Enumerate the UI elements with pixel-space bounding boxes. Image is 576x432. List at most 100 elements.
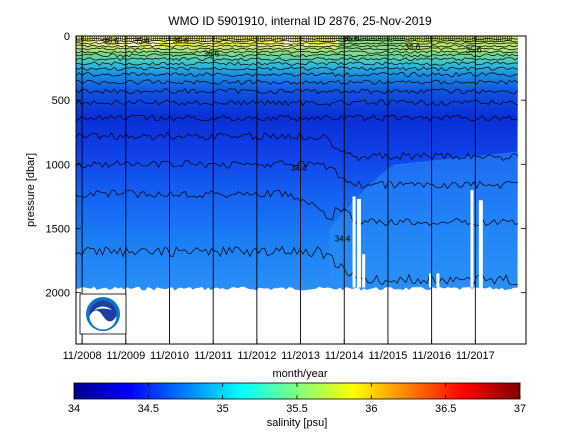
contour-label: 34.4 xyxy=(335,234,351,243)
x-tick-label: 11/2010 xyxy=(150,350,189,362)
contour-lines xyxy=(76,37,519,286)
data-gap xyxy=(518,36,526,344)
surface-patch xyxy=(332,36,337,50)
contour-label: 35.6 xyxy=(134,37,150,46)
contour-line xyxy=(76,114,519,123)
surface-patch xyxy=(244,36,249,45)
x-tick-label: 11/2011 xyxy=(194,350,232,362)
contour-line xyxy=(76,40,518,43)
y-tick-label: 0 xyxy=(64,31,70,43)
surface-patch xyxy=(108,36,113,47)
contour-line xyxy=(76,88,519,95)
colorbar-tick-label: 35.5 xyxy=(286,403,307,415)
surface-patch xyxy=(264,36,269,49)
x-axis-label: month/year xyxy=(272,368,327,380)
contour-label: 34.4 xyxy=(291,164,307,173)
surface-patch xyxy=(224,36,229,41)
colorbar-tick-label: 34.5 xyxy=(138,403,159,415)
contour-line xyxy=(76,72,518,77)
contour-line xyxy=(76,160,519,190)
x-tick-label: 11/2017 xyxy=(456,350,495,362)
x-tick-label: 11/2013 xyxy=(281,350,320,362)
surface-patch xyxy=(320,36,325,48)
surface-patch xyxy=(152,36,157,48)
contour-label: 35.6 xyxy=(343,34,359,43)
plot-frame xyxy=(75,35,527,345)
data-gap xyxy=(436,273,440,288)
contour-line xyxy=(76,53,519,58)
contour-line xyxy=(76,79,519,85)
colorbar-tick-label: 34 xyxy=(68,403,80,415)
surface-patch xyxy=(252,36,257,45)
surface-patch xyxy=(216,36,221,44)
surface-patch xyxy=(212,36,217,49)
surface-patch xyxy=(324,36,329,43)
surface-patch xyxy=(120,36,125,49)
data-gap xyxy=(352,196,356,288)
contour-line xyxy=(76,42,519,45)
surface-patch xyxy=(136,36,141,47)
data-gap xyxy=(478,200,483,288)
contour-label: 35.6 xyxy=(466,46,482,55)
data-gap xyxy=(356,198,361,288)
colorbar-ticks: 34 34.5 35 35.5 36 36.5 37 xyxy=(68,383,526,415)
y-tick-label: 2000 xyxy=(46,288,70,300)
contour-labels: 35.6 35.6 35.6 35.6 35.6 35.6 35.6 34.4 34.4 xyxy=(103,34,482,243)
noaa-logo-wave xyxy=(89,310,117,330)
surface-patch xyxy=(228,36,233,45)
surface-patch xyxy=(160,36,165,49)
surface-patch xyxy=(172,36,177,47)
surface-patch xyxy=(112,36,117,50)
x-tick-label: 11/2012 xyxy=(237,350,276,362)
y-tick-label: 1500 xyxy=(46,224,70,236)
surface-patch xyxy=(76,36,81,41)
y-axis-label: pressure [dbar] xyxy=(25,153,37,227)
contour-line xyxy=(76,66,519,72)
colorbar-tick-label: 36 xyxy=(365,403,377,415)
contour-line xyxy=(76,61,519,66)
contour-line xyxy=(76,50,519,54)
colorbar-label: salinity [psu] xyxy=(267,417,328,429)
x-tick-label: 11/2014 xyxy=(325,350,364,362)
colorbar-tick-label: 37 xyxy=(514,403,526,415)
surface-patch xyxy=(240,36,245,41)
surface-patch xyxy=(316,36,321,50)
surface-patch xyxy=(204,36,209,44)
surface-patch xyxy=(220,36,225,49)
contour-line xyxy=(76,47,519,51)
chart-title: WMO ID 5901910, internal ID 2876, 25-Nov… xyxy=(168,14,432,28)
contour-line xyxy=(76,37,519,40)
contour-label: 35.6 xyxy=(204,50,220,59)
x-tick-label: 11/2009 xyxy=(106,350,145,362)
colorbar-tick-label: 35 xyxy=(217,403,229,415)
data-gaps xyxy=(352,36,526,344)
x-axis: 11/2008 11/2009 11/2010 11/2011 11/2012 11/20… xyxy=(63,339,495,362)
x-tick-label: 11/2015 xyxy=(368,350,407,362)
x-tick-label: 11/2008 xyxy=(63,350,102,362)
contour-label: 35.6 xyxy=(173,37,189,46)
colorbar-tick-label: 36.5 xyxy=(435,403,456,415)
surface-patch xyxy=(88,36,93,41)
surface-patch xyxy=(200,36,205,43)
contour-line xyxy=(76,189,519,227)
y-tick-label: 1000 xyxy=(46,159,70,171)
month-gridlines xyxy=(76,36,512,344)
data-gap xyxy=(470,190,474,288)
surface-patch xyxy=(104,36,109,42)
colorbar: 34 34.5 35 35.5 36 36.5 37 salinity [psu] xyxy=(68,382,526,429)
y-tick-label: 500 xyxy=(52,95,70,107)
contour-line xyxy=(76,57,519,62)
noaa-logo xyxy=(79,293,127,335)
surface-patch xyxy=(284,36,289,49)
contour-line xyxy=(76,99,519,106)
contour-line xyxy=(76,245,519,286)
surface-patch xyxy=(272,36,277,44)
contour-label: 35.6 xyxy=(103,37,119,46)
contour-label: 35.6 xyxy=(405,43,421,52)
surface-patch xyxy=(248,36,253,50)
x-tick-label: 11/2016 xyxy=(412,350,451,362)
contour-line xyxy=(76,44,519,48)
surface-patch xyxy=(128,36,133,48)
surface-patch xyxy=(288,36,293,44)
